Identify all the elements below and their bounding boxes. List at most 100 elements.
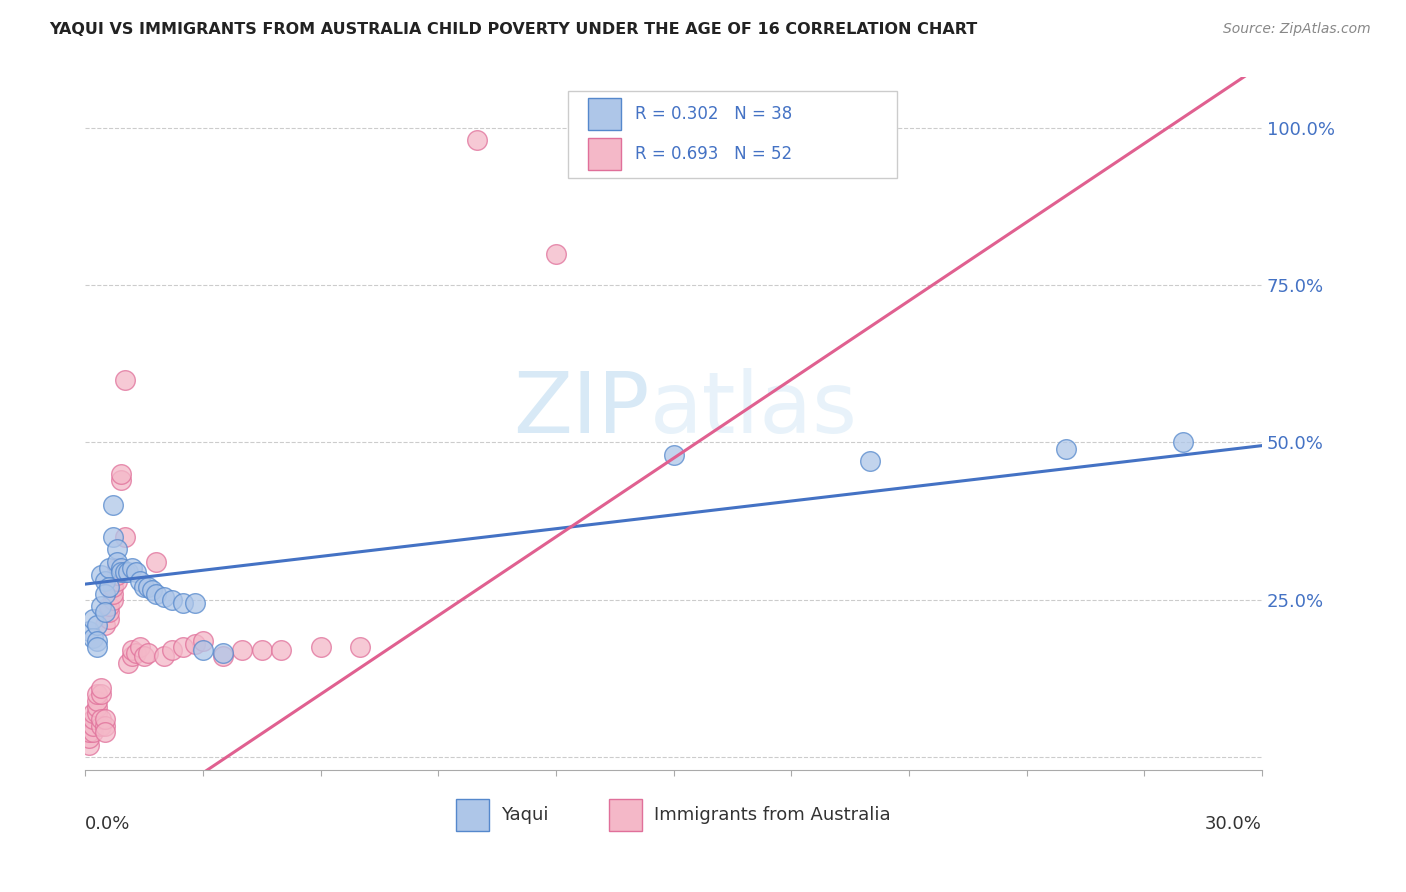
Point	[90, 687, 112, 701]
Text: R = 0.302   N = 38: R = 0.302 N = 38	[634, 105, 792, 123]
Point	[97, 580, 120, 594]
Point	[94, 725, 117, 739]
Point	[94, 713, 117, 727]
Point	[160, 643, 183, 657]
Point	[101, 592, 124, 607]
Point	[77, 731, 100, 746]
FancyBboxPatch shape	[588, 98, 620, 130]
Point	[82, 725, 104, 739]
Point	[231, 643, 253, 657]
Point	[86, 633, 108, 648]
Point	[77, 738, 100, 752]
Point	[110, 561, 132, 575]
Point	[117, 565, 139, 579]
Point	[97, 612, 120, 626]
Point	[82, 713, 104, 727]
Point	[97, 606, 120, 620]
FancyBboxPatch shape	[609, 799, 641, 830]
Point	[467, 133, 489, 147]
Text: YAQUI VS IMMIGRANTS FROM AUSTRALIA CHILD POVERTY UNDER THE AGE OF 16 CORRELATION: YAQUI VS IMMIGRANTS FROM AUSTRALIA CHILD…	[49, 22, 977, 37]
Point	[90, 599, 112, 614]
Point	[110, 473, 132, 487]
Point	[94, 606, 117, 620]
FancyBboxPatch shape	[568, 91, 897, 178]
Point	[172, 640, 194, 654]
Point	[121, 649, 143, 664]
Text: R = 0.693   N = 52: R = 0.693 N = 52	[634, 145, 792, 162]
Point	[110, 467, 132, 481]
Point	[77, 624, 100, 639]
Point	[101, 530, 124, 544]
Point	[82, 706, 104, 720]
Point	[136, 646, 159, 660]
Text: atlas: atlas	[650, 368, 858, 451]
Point	[101, 580, 124, 594]
Point	[1173, 435, 1195, 450]
Point	[101, 586, 124, 600]
Point	[114, 530, 136, 544]
Point	[662, 448, 685, 462]
Point	[86, 693, 108, 707]
Point	[1054, 442, 1077, 456]
Point	[859, 454, 882, 468]
FancyBboxPatch shape	[456, 799, 489, 830]
Point	[86, 618, 108, 632]
Point	[90, 719, 112, 733]
Point	[114, 565, 136, 579]
Point	[82, 612, 104, 626]
Point	[211, 649, 233, 664]
Point	[250, 643, 273, 657]
Point	[97, 561, 120, 575]
Point	[160, 592, 183, 607]
Point	[101, 499, 124, 513]
Text: 0.0%: 0.0%	[86, 814, 131, 833]
Point	[134, 580, 156, 594]
Point	[191, 633, 214, 648]
Point	[136, 580, 159, 594]
Point	[105, 542, 128, 557]
Point	[97, 599, 120, 614]
Point	[184, 596, 207, 610]
Point	[82, 719, 104, 733]
Point	[90, 567, 112, 582]
Point	[117, 656, 139, 670]
Point	[141, 583, 163, 598]
Point	[544, 246, 567, 260]
Point	[77, 725, 100, 739]
Point	[145, 555, 167, 569]
Point	[86, 640, 108, 654]
Point	[125, 646, 148, 660]
Point	[152, 590, 174, 604]
Text: 30.0%: 30.0%	[1205, 814, 1263, 833]
Point	[129, 640, 152, 654]
Point	[172, 596, 194, 610]
Point	[184, 637, 207, 651]
Point	[152, 649, 174, 664]
Point	[94, 618, 117, 632]
Point	[105, 561, 128, 575]
Point	[86, 687, 108, 701]
Point	[125, 565, 148, 579]
Point	[270, 643, 292, 657]
Text: ZIP: ZIP	[513, 368, 650, 451]
Point	[90, 713, 112, 727]
Point	[191, 643, 214, 657]
Text: Yaqui: Yaqui	[501, 805, 548, 823]
Point	[349, 640, 371, 654]
Point	[134, 649, 156, 664]
Point	[94, 719, 117, 733]
Point	[309, 640, 332, 654]
Point	[82, 631, 104, 645]
Point	[94, 586, 117, 600]
Point	[114, 372, 136, 386]
Point	[90, 681, 112, 695]
Point	[86, 699, 108, 714]
Point	[110, 565, 132, 579]
Point	[86, 706, 108, 720]
Text: Immigrants from Australia: Immigrants from Australia	[654, 805, 890, 823]
Point	[129, 574, 152, 588]
FancyBboxPatch shape	[588, 137, 620, 169]
Point	[94, 574, 117, 588]
Point	[105, 574, 128, 588]
Point	[121, 643, 143, 657]
